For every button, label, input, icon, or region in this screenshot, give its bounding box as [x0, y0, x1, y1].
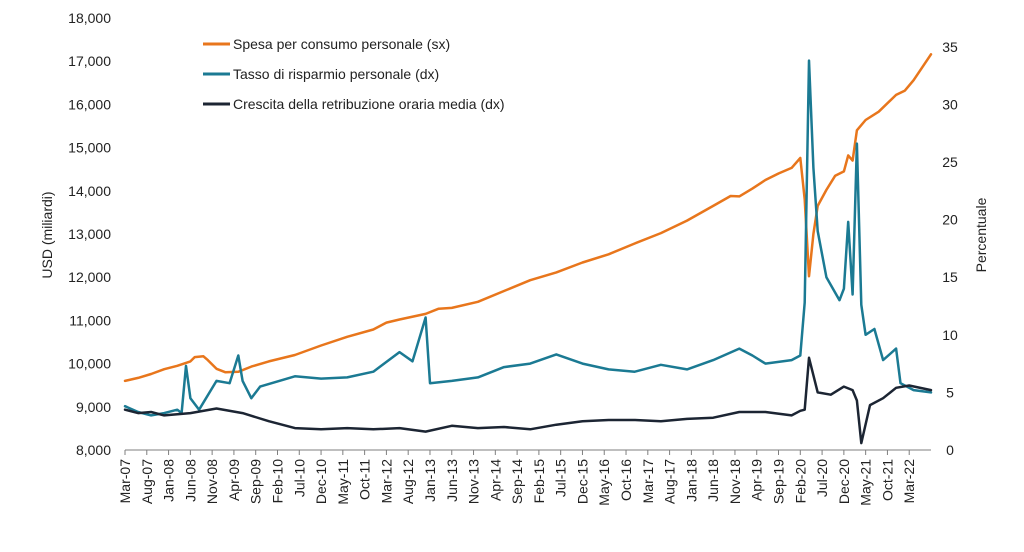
- series-line-3: [123, 356, 933, 445]
- right-tick-label: 35: [942, 39, 958, 55]
- left-tick-label: 9,000: [76, 399, 111, 415]
- series-line-1: [123, 53, 933, 383]
- x-tick-label: Oct-16: [618, 459, 634, 501]
- series-layer: [123, 53, 933, 445]
- x-tick-label: Jan-18: [683, 459, 699, 502]
- x-tick-label: Nov-18: [727, 459, 743, 504]
- x-tick-label: Jun-13: [444, 459, 460, 502]
- series-line-2: [123, 59, 933, 417]
- x-tick-label: Sep-09: [248, 459, 264, 504]
- x-tick-label: Feb-10: [269, 459, 285, 504]
- right-tick-label: 30: [942, 96, 958, 112]
- x-tick-label: Dec-20: [836, 459, 852, 504]
- x-tick-label: Jun-08: [182, 459, 198, 502]
- x-tick-label: Oct-11: [357, 459, 373, 500]
- right-tick-label: 0: [946, 442, 954, 458]
- x-tick-label: Mar-17: [640, 459, 656, 504]
- x-tick-label: Jul-20: [814, 459, 830, 497]
- left-tick-label: 8,000: [76, 442, 111, 458]
- x-tick-label: Jul-10: [291, 459, 307, 497]
- legend-label: Tasso di risparmio personale (dx): [233, 66, 439, 82]
- x-tick-label: Feb-20: [792, 459, 808, 504]
- left-tick-label: 12,000: [68, 269, 111, 285]
- x-tick-label: Mar-22: [901, 459, 917, 504]
- x-tick-label: May-21: [858, 459, 874, 506]
- x-tick-label: Sep-14: [509, 459, 525, 504]
- x-tick-label: May-11: [335, 459, 351, 505]
- right-axis-title: Percentuale: [973, 197, 989, 272]
- left-tick-label: 11,000: [69, 312, 111, 328]
- right-tick-label: 15: [942, 269, 958, 285]
- x-tick-label: Jun-18: [705, 459, 721, 502]
- x-tick-label: Sep-19: [771, 459, 787, 504]
- x-tick-label: Dec-15: [574, 459, 590, 504]
- x-tick-label: Aug-12: [400, 459, 416, 504]
- legend: Spesa per consumo personale (sx) Tasso di…: [203, 36, 505, 112]
- x-tick-label: May-16: [596, 459, 612, 506]
- x-tick-label: Feb-15: [531, 459, 547, 504]
- x-tick-label: Mar-07: [117, 459, 133, 504]
- left-tick-label: 17,000: [68, 53, 111, 69]
- axes-layer: 8,000 9,000 10,000 11,000 12,000 13,000 14,000…: [68, 10, 958, 506]
- left-tick-label: 15,000: [68, 140, 111, 156]
- right-tick-label: 25: [942, 154, 958, 170]
- x-tick-label: Mar-12: [378, 459, 394, 504]
- right-tick-label: 5: [946, 384, 954, 400]
- x-tick-label: Aug-17: [662, 459, 678, 504]
- left-tick-label: 16,000: [68, 96, 111, 112]
- right-tick-label: 20: [942, 212, 958, 228]
- left-tick-label: 10,000: [68, 356, 111, 372]
- x-tick-label: Dec-10: [313, 459, 329, 504]
- x-tick-label: Nov-08: [204, 459, 220, 504]
- x-tick-label: Jan-13: [422, 459, 438, 502]
- x-tick-label: Aug-07: [139, 459, 155, 504]
- x-tick-label: Nov-13: [466, 459, 482, 504]
- legend-label: Crescita della retribuzione oraria media…: [233, 96, 505, 112]
- x-tick-label: Apr-19: [749, 459, 765, 501]
- left-axis-title: USD (miliardi): [39, 191, 55, 278]
- legend-label: Spesa per consumo personale (sx): [233, 36, 450, 52]
- x-tick-label: Apr-14: [487, 459, 503, 501]
- x-tick-label: Jan-08: [161, 459, 177, 502]
- left-tick-label: 18,000: [68, 10, 111, 26]
- left-tick-label: 14,000: [68, 183, 111, 199]
- x-tick-label: Apr-09: [226, 459, 242, 501]
- x-tick-label: Oct-21: [879, 459, 895, 501]
- right-tick-label: 10: [942, 327, 958, 343]
- x-tick-label: Jul-15: [553, 459, 569, 497]
- left-tick-label: 13,000: [68, 226, 111, 242]
